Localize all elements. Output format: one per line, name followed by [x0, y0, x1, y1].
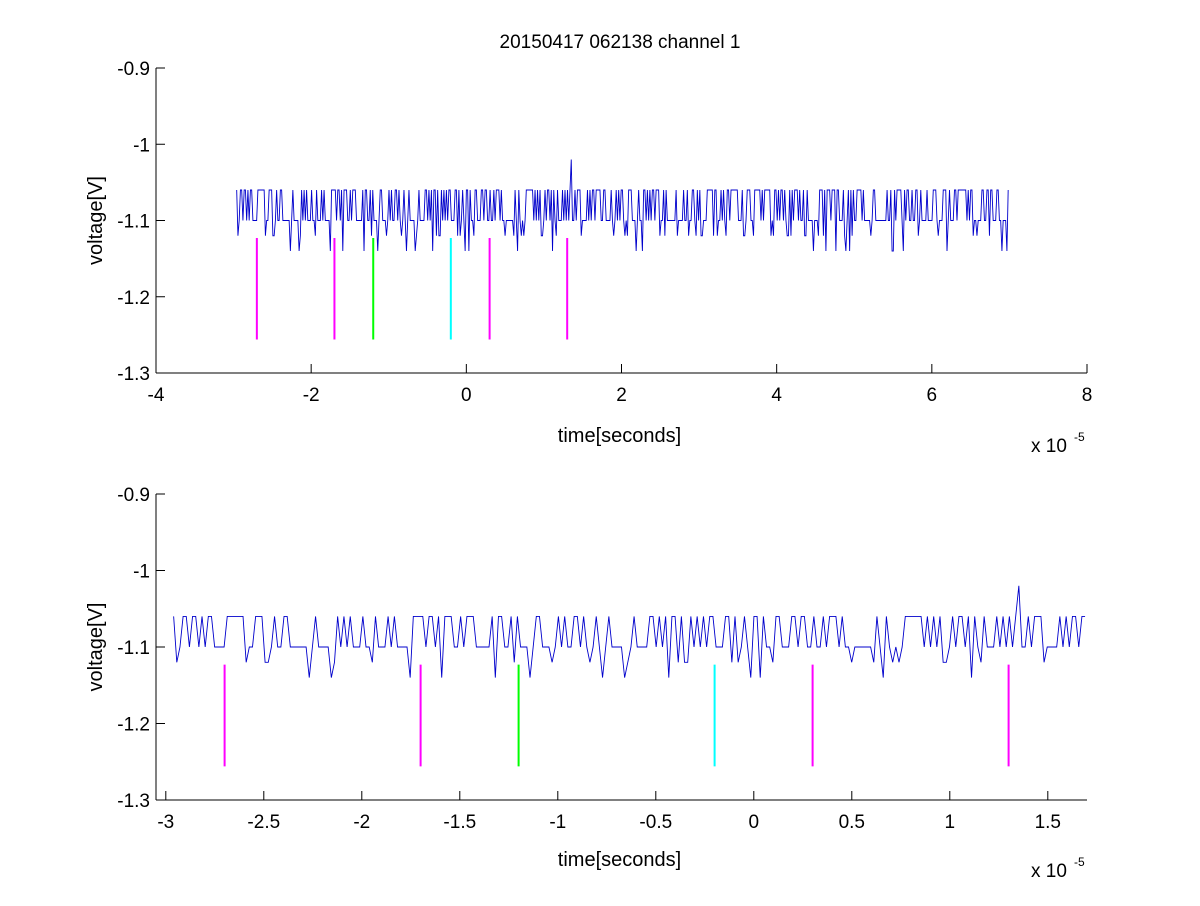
- y-axis-label: voltage[V]: [85, 176, 107, 265]
- y-tick-label: -1.3: [117, 791, 150, 812]
- bottom-plot: -0.9 -1 -1.1 -1.2 -1.3 -3 -2.5 -2 -1.5 -1 -0.5 0 0.5…: [85, 485, 1087, 882]
- y-tick-label: -0.9: [117, 485, 150, 506]
- x-tick-label: 6: [927, 385, 938, 406]
- x-tick-label: -0.5: [639, 812, 672, 833]
- figure-title: 20150417 062138 channel 1: [500, 32, 741, 53]
- y-tick-label: -1.2: [117, 288, 150, 309]
- x-tick-label: -2: [353, 812, 370, 833]
- x-tick-label: 0.5: [839, 812, 865, 833]
- x-tick-label: 2: [616, 385, 627, 406]
- x-axis-label: time[seconds]: [558, 425, 681, 447]
- y-tick-label: -0.9: [117, 59, 150, 80]
- y-tick-label: -1.1: [117, 212, 150, 233]
- top-plot: -0.9 -1 -1.1 -1.2 -1.3-4 -2 0 2 4 6 8 time[seconds]…: [85, 59, 1092, 457]
- x-multiplier-label: x 10: [1031, 436, 1067, 457]
- x-multiplier-label: x 10: [1031, 861, 1067, 882]
- signal-line: [173, 585, 1086, 678]
- x-tick-label: 0: [461, 385, 472, 406]
- x-tick-label: -1: [549, 812, 566, 833]
- x-tick-label: -4: [148, 385, 165, 406]
- x-tick-label: 8: [1082, 385, 1093, 406]
- x-tick-label: 1.5: [1035, 812, 1061, 833]
- x-tick-label: -3: [157, 812, 174, 833]
- y-tick-label: -1: [133, 135, 150, 156]
- x-tick-label: -1.5: [443, 812, 476, 833]
- x-axis-label: time[seconds]: [558, 849, 681, 871]
- y-tick-label: -1.3: [117, 364, 150, 385]
- x-multiplier-exponent: -5: [1074, 430, 1085, 444]
- x-tick-label: 4: [771, 385, 782, 406]
- x-multiplier-exponent: -5: [1074, 855, 1085, 869]
- x-tick-label: 1: [945, 812, 956, 833]
- y-tick-label: -1.2: [117, 715, 150, 736]
- signal-line: [236, 159, 1009, 252]
- x-tick-label: -2: [303, 385, 320, 406]
- y-tick-label: -1.1: [117, 638, 150, 659]
- y-axis-label: voltage[V]: [85, 603, 107, 692]
- x-tick-label: -2.5: [247, 812, 280, 833]
- x-tick-label: 0: [749, 812, 760, 833]
- y-tick-label: -1: [133, 562, 150, 583]
